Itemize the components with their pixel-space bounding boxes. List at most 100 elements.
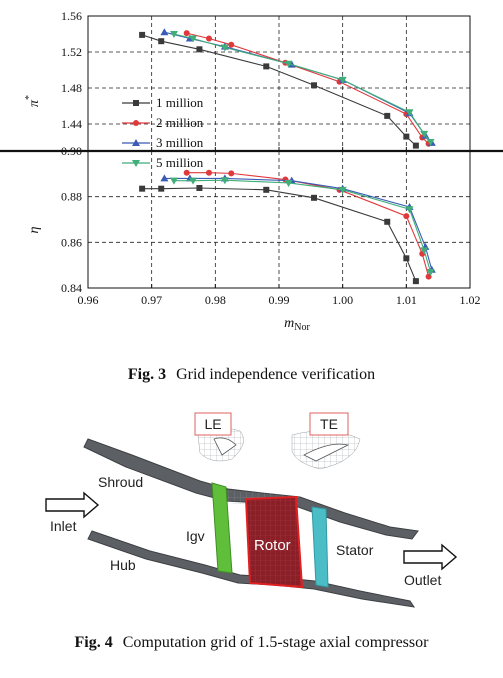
- hub-label: Hub: [110, 557, 136, 573]
- chart-tick-labels: 1.44 1.48 1.52 1.56 0.84 0.86 0.88 0.90 0.96 0.97…: [61, 9, 481, 307]
- legend-label: 5 million: [156, 155, 204, 170]
- data-point-circle: [183, 169, 190, 176]
- data-point-triangle-down: [189, 35, 198, 43]
- figure-4-caption: Fig. 4 Computation grid of 1.5-stage axia…: [0, 634, 503, 652]
- y-tick-label: 1.56: [61, 9, 82, 23]
- data-point-square: [158, 185, 165, 192]
- le-label-box: [194, 412, 232, 436]
- series-line-efficiency-4: [173, 179, 432, 273]
- shroud-label: Shroud: [98, 474, 143, 490]
- te-label-box: [309, 412, 349, 436]
- igv-blade: [211, 482, 233, 574]
- data-point-triangle-down: [338, 186, 347, 194]
- data-point-square: [412, 278, 419, 285]
- x-tick-label: 0.97: [141, 293, 162, 307]
- data-point-square: [403, 255, 410, 262]
- compressor-grid-illustration: LE TE Shroud Inlet Igv Rotor Stator Hub …: [45, 412, 458, 608]
- y-tick-label: 0.86: [61, 235, 82, 249]
- legend-marker-triangle-down: [132, 160, 140, 167]
- rotor-blade: [244, 495, 304, 589]
- data-point-square: [196, 184, 203, 191]
- data-point-triangle-down: [420, 130, 429, 138]
- legend-marker-circle: [133, 120, 139, 126]
- chart-axes: [0, 15, 503, 289]
- figure-3-caption: Fig. 3 Grid independence verification: [0, 366, 503, 384]
- series-line-efficiency-3: [164, 177, 433, 270]
- data-point-triangle-down: [189, 177, 198, 185]
- y-tick-label: 1.52: [61, 45, 82, 59]
- series-line-pressure-2: [186, 32, 430, 145]
- igv-label: Igv: [186, 528, 205, 544]
- data-point-triangle-down: [405, 109, 414, 117]
- x-axis-label: mNor: [284, 316, 310, 333]
- data-point-triangle-down: [169, 31, 178, 38]
- data-point-square: [139, 185, 146, 192]
- data-point-triangle-down: [284, 60, 293, 68]
- data-point-triangle-down: [284, 179, 293, 187]
- data-point-square: [311, 82, 318, 89]
- te-label: TE: [320, 416, 338, 432]
- shroud-surface: [83, 438, 419, 540]
- outlet-label: Outlet: [404, 572, 441, 588]
- series-line-pressure-1: [141, 34, 417, 147]
- data-point-circle: [183, 30, 190, 37]
- figure-3-caption-text: Grid independence verification: [176, 366, 376, 383]
- legend-label: 1 million: [156, 95, 204, 110]
- series-line-efficiency-2: [186, 172, 430, 277]
- y-tick-label: 1.48: [61, 81, 82, 95]
- legend-marker-square: [133, 100, 139, 106]
- stator-blade: [311, 506, 329, 588]
- data-point-triangle-down: [220, 177, 229, 185]
- grid-independence-chart: 1.44 1.48 1.52 1.56 0.84 0.86 0.88 0.90 0.96 0.97…: [0, 9, 503, 333]
- figure-4-caption-label: Fig. 4: [74, 634, 113, 651]
- data-point-circle: [205, 35, 212, 42]
- data-point-square: [403, 133, 410, 140]
- data-point-triangle-down: [405, 206, 414, 214]
- x-tick-label: 0.96: [78, 293, 99, 307]
- outlet-arrow-icon: [403, 543, 458, 571]
- data-point-triangle-down: [426, 139, 435, 146]
- data-point-square: [158, 38, 165, 45]
- data-point-triangle-up: [160, 28, 169, 36]
- stator-label: Stator: [336, 542, 374, 558]
- data-point-triangle-down: [220, 44, 229, 52]
- data-point-triangle-up: [160, 174, 169, 182]
- x-tick-label: 0.98: [205, 293, 226, 307]
- data-point-triangle-down: [420, 247, 429, 255]
- data-point-square: [384, 112, 391, 119]
- inlet-label: Inlet: [50, 518, 77, 534]
- le-mesh-inset: [197, 427, 244, 462]
- y-axis-label-pressure-ratio: π*: [24, 95, 42, 107]
- data-point-square: [412, 142, 419, 149]
- series-line-pressure-4: [173, 33, 431, 143]
- x-tick-label: 0.99: [269, 293, 290, 307]
- y-tick-label: 0.90: [61, 144, 82, 158]
- x-tick-label: 1.02: [460, 293, 481, 307]
- legend-label: 2 million: [156, 115, 204, 130]
- data-point-circle: [228, 170, 235, 177]
- rotor-label: Rotor: [254, 537, 291, 554]
- legend-label: 3 million: [156, 135, 204, 150]
- figure-3-caption-label: Fig. 3: [127, 366, 167, 383]
- te-mesh-inset: [291, 430, 361, 470]
- data-point-circle: [205, 169, 212, 176]
- legend-marker-triangle-up: [132, 139, 140, 146]
- y-axis-label-efficiency: η: [27, 226, 42, 233]
- series-line-pressure-3: [164, 31, 433, 144]
- chart-grid: [88, 16, 470, 288]
- data-point-triangle-down: [426, 269, 435, 277]
- data-point-triangle-down: [169, 177, 178, 185]
- y-tick-label: 1.44: [61, 117, 82, 131]
- data-point-square: [384, 218, 391, 225]
- y-tick-label: 0.88: [61, 190, 82, 204]
- data-point-square: [196, 46, 203, 53]
- le-label: LE: [204, 416, 221, 432]
- x-tick-label: 1.00: [332, 293, 353, 307]
- figure-4-caption-text: Computation grid of 1.5-stage axial comp…: [122, 634, 429, 651]
- data-point-circle: [403, 213, 410, 220]
- chart-series: [139, 28, 436, 285]
- data-point-square: [263, 63, 270, 70]
- series-line-efficiency-1: [142, 187, 417, 282]
- x-tick-label: 1.01: [396, 293, 417, 307]
- inlet-arrow-icon: [45, 491, 100, 519]
